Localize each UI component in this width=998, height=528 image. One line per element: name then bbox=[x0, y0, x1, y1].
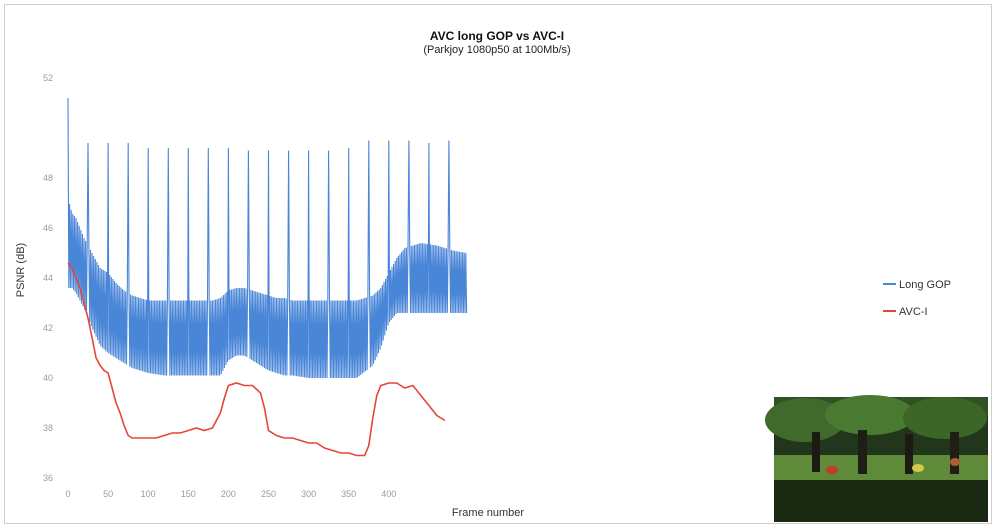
y-tick-label: 40 bbox=[43, 373, 53, 383]
x-tick-label: 250 bbox=[261, 489, 276, 499]
x-ticks: 0 50 100 150 200 250 300 350 400 bbox=[65, 489, 396, 499]
x-tick-label: 300 bbox=[301, 489, 316, 499]
legend-label: Long GOP bbox=[899, 279, 951, 291]
legend-label: AVC-I bbox=[899, 306, 928, 318]
chart-subtitle: (Parkjoy 1080p50 at 100Mb/s) bbox=[423, 44, 570, 56]
chart-title: AVC long GOP vs AVC-I bbox=[430, 29, 564, 43]
y-tick-label: 44 bbox=[43, 273, 53, 283]
y-tick-label: 36 bbox=[43, 473, 53, 483]
y-tick-label: 52 bbox=[43, 73, 53, 83]
x-tick-label: 200 bbox=[221, 489, 236, 499]
series-line-long-gop bbox=[67, 97, 468, 379]
y-tick-label: 42 bbox=[43, 323, 53, 333]
series-line-avc-i bbox=[67, 262, 446, 457]
legend: Long GOP AVC-I bbox=[883, 279, 951, 318]
y-tick-label: 48 bbox=[43, 173, 53, 183]
x-tick-label: 350 bbox=[341, 489, 356, 499]
sample-photo bbox=[765, 395, 988, 522]
y-tick-label: 46 bbox=[43, 223, 53, 233]
x-tick-label: 50 bbox=[103, 489, 113, 499]
x-tick-label: 400 bbox=[381, 489, 396, 499]
series-layer bbox=[67, 97, 468, 457]
y-axis-label: PSNR (dB) bbox=[15, 243, 27, 297]
y-ticks: 36 38 40 42 44 46 48 52 bbox=[43, 73, 53, 483]
x-tick-label: 100 bbox=[141, 489, 156, 499]
x-tick-label: 150 bbox=[181, 489, 196, 499]
x-axis-label: Frame number bbox=[452, 507, 524, 519]
y-tick-label: 38 bbox=[43, 423, 53, 433]
x-tick-label: 0 bbox=[65, 489, 70, 499]
